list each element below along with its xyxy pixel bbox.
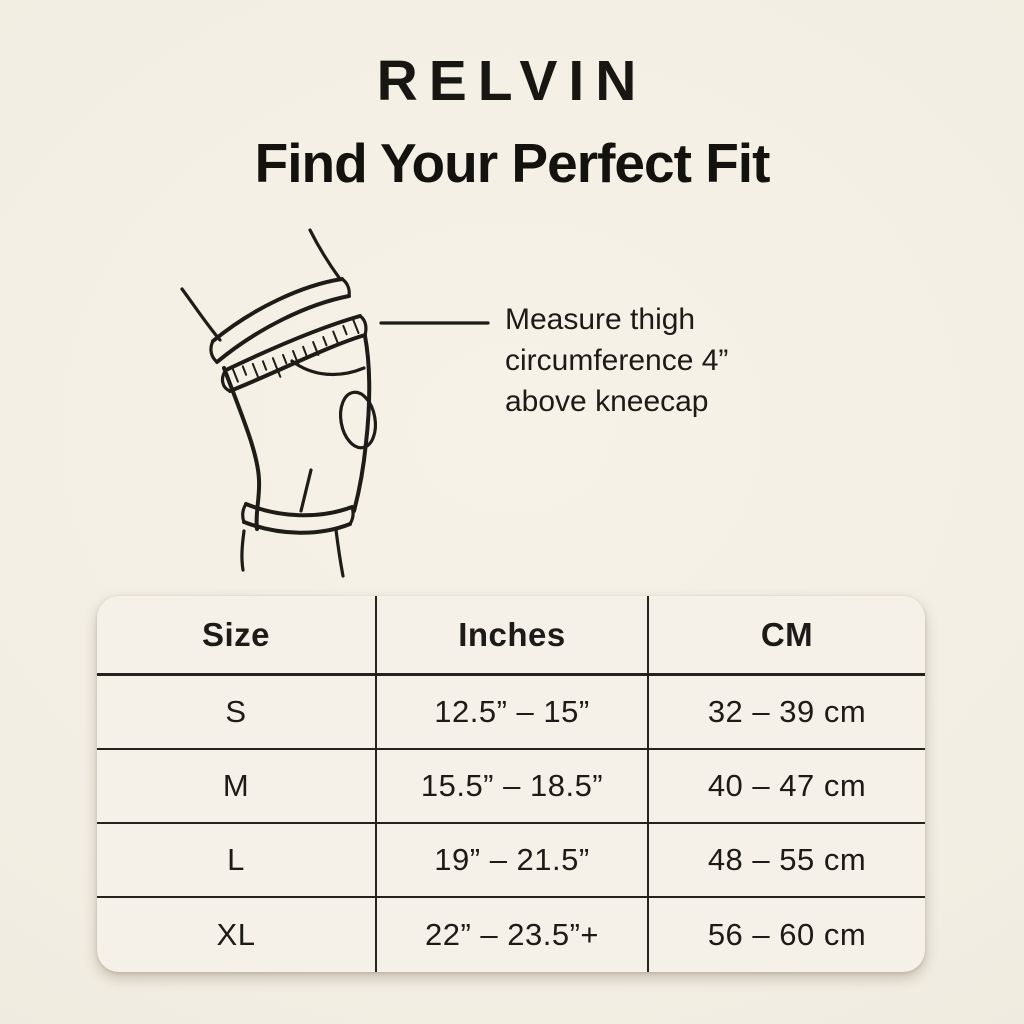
table-cell-inches-l: 19” – 21.5” [377,824,649,898]
cuff-top-edge [211,277,344,343]
tape-right-end [358,314,368,337]
lower-cuff-bottom-edge [242,520,352,535]
column-header-inches: Inches [377,596,649,676]
brand-logo: RELVIN [376,49,648,113]
measure-instruction-line-2: circumference 4” [505,344,729,377]
lower-cuff-right-cap [348,505,355,526]
seam-line [299,468,313,513]
column-header-size: Size [97,596,377,676]
thigh-line-right [308,228,342,281]
thigh-line-left [180,287,222,342]
sleeve-left-contour [222,366,262,531]
tape-bottom-edge [228,333,367,393]
sleeve-fold-line [290,359,366,377]
table-cell-size-m: M [97,750,377,824]
kneecap-opening [338,390,378,450]
table-cell-size-s: S [97,676,377,750]
table-cell-cm-m: 40 – 47 cm [649,750,925,824]
table-cell-cm-l: 48 – 55 cm [649,824,925,898]
column-header-cm: CM [649,596,925,676]
calf-line-left [240,529,246,572]
lower-cuff-top-edge [244,502,354,518]
measure-instruction-text: Measure thigh circumference 4” above kne… [505,299,835,422]
measure-instruction-line-1: Measure thigh [505,303,696,336]
table-cell-size-xl: XL [97,898,377,972]
table-cell-inches-xl: 22” – 23.5”+ [377,898,649,972]
table-cell-cm-xl: 56 – 60 cm [707,917,867,952]
page-title: Find Your Perfect Fit [254,132,771,194]
table-cell-size-l: L [97,824,377,898]
table-cell-inches-m: 15.5” – 18.5” [377,750,649,824]
table-cell-inches-s: 12.5” – 15” [377,676,649,750]
measure-instruction-line-3: above kneecap [505,385,709,418]
table-cell-cm-s: 32 – 39 cm [649,676,925,750]
size-chart-table: Size Inches CM S 12.5” – 15” 32 – 39 cm … [97,596,925,972]
lower-cuff-left-cap [241,502,248,524]
cuff-left-cap [209,339,219,364]
tape-top-edge [224,314,362,372]
tape-ruler-ticks [231,319,360,383]
knee-sleeve-illustration [180,228,490,578]
calf-line-right [334,528,345,578]
cuff-right-cap [340,277,351,298]
cuff-bottom-edge [215,294,351,364]
sleeve-right-contour [352,334,372,513]
